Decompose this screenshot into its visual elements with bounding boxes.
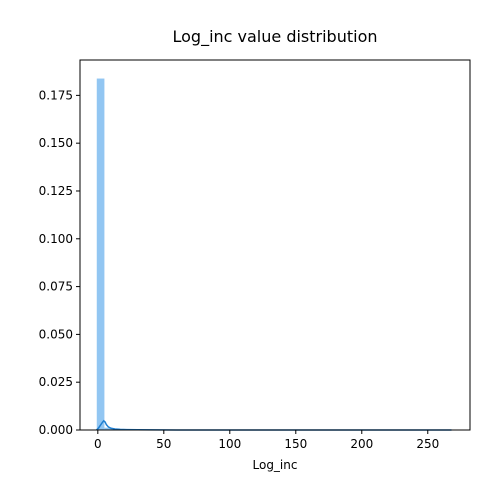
x-tick-label-0: 0 <box>94 437 102 451</box>
plot-frame <box>79 59 471 431</box>
y-tick-label-5: 0.125 <box>39 184 73 198</box>
chart-title: Log_inc value distribution <box>172 27 377 47</box>
x-tick-label-4: 200 <box>350 437 373 451</box>
y-tick-label-6: 0.150 <box>39 136 73 150</box>
y-tick-label-2: 0.050 <box>39 327 73 341</box>
x-tick-label-1: 50 <box>156 437 171 451</box>
x-axis-ticks: 0 50 100 150 200 250 <box>94 430 439 451</box>
histogram-bar-1 <box>104 427 113 430</box>
x-axis-label: Log_inc <box>253 458 298 472</box>
x-tick-label-3: 150 <box>284 437 307 451</box>
y-tick-label-0: 0.000 <box>39 423 73 437</box>
plot-area-background <box>80 60 470 430</box>
x-tick-label-2: 100 <box>218 437 241 451</box>
y-tick-label-4: 0.100 <box>39 232 73 246</box>
x-tick-label-5: 250 <box>416 437 439 451</box>
y-tick-label-1: 0.025 <box>39 375 73 389</box>
histogram-bar-0 <box>96 78 105 431</box>
y-tick-label-3: 0.075 <box>39 280 73 294</box>
y-tick-label-7: 0.175 <box>39 88 73 102</box>
y-axis-ticks: 0.000 0.025 0.050 0.075 0.100 0.125 0.150 0.175 <box>39 88 80 437</box>
